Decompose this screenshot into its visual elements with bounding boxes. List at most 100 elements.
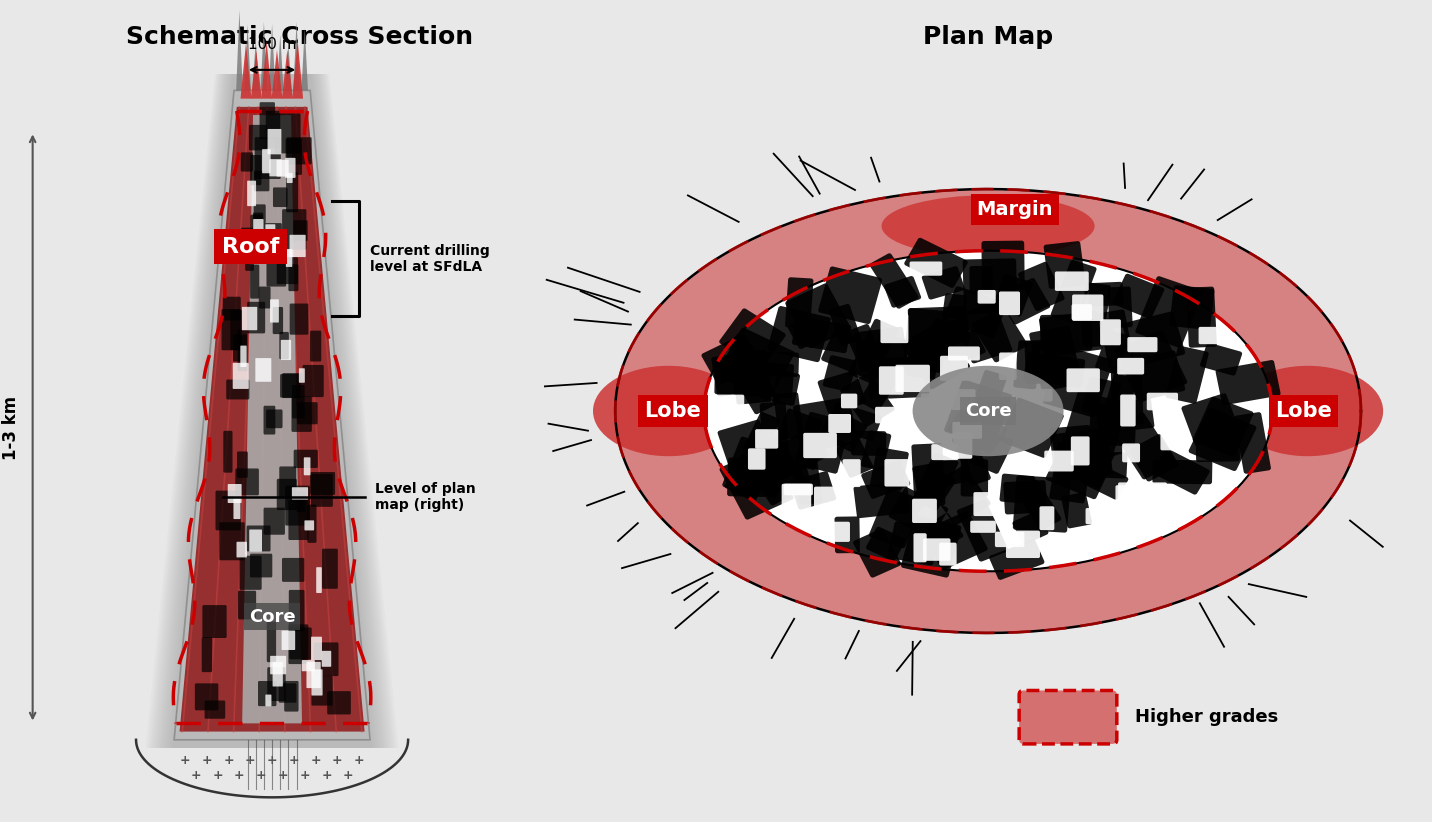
Text: Plan Map: Plan Map	[924, 25, 1053, 48]
FancyBboxPatch shape	[901, 515, 961, 578]
Text: +: +	[179, 754, 190, 767]
FancyBboxPatch shape	[788, 316, 822, 349]
FancyBboxPatch shape	[269, 159, 282, 177]
FancyBboxPatch shape	[266, 111, 281, 149]
Text: 100 m: 100 m	[248, 37, 296, 52]
FancyBboxPatch shape	[276, 257, 298, 284]
Polygon shape	[146, 74, 398, 748]
FancyBboxPatch shape	[314, 643, 338, 677]
FancyBboxPatch shape	[1067, 368, 1100, 392]
Polygon shape	[179, 107, 365, 732]
FancyBboxPatch shape	[969, 266, 992, 294]
Text: +: +	[288, 754, 299, 767]
Text: +: +	[354, 754, 365, 767]
FancyBboxPatch shape	[231, 310, 242, 350]
FancyBboxPatch shape	[238, 330, 248, 372]
FancyBboxPatch shape	[859, 372, 896, 411]
FancyBboxPatch shape	[912, 457, 972, 491]
FancyBboxPatch shape	[947, 404, 1008, 455]
FancyBboxPatch shape	[265, 695, 272, 706]
Text: Higher grades: Higher grades	[1134, 708, 1277, 726]
FancyBboxPatch shape	[1085, 508, 1098, 524]
FancyBboxPatch shape	[911, 443, 945, 506]
FancyBboxPatch shape	[908, 306, 969, 361]
Polygon shape	[276, 35, 284, 90]
FancyBboxPatch shape	[202, 605, 226, 638]
FancyBboxPatch shape	[715, 363, 766, 395]
FancyBboxPatch shape	[1063, 391, 1128, 457]
FancyBboxPatch shape	[845, 324, 881, 363]
FancyBboxPatch shape	[793, 397, 858, 452]
FancyBboxPatch shape	[1073, 294, 1104, 321]
FancyBboxPatch shape	[768, 306, 831, 363]
FancyBboxPatch shape	[236, 451, 248, 478]
FancyBboxPatch shape	[971, 520, 995, 533]
FancyBboxPatch shape	[826, 522, 851, 542]
Text: +: +	[233, 769, 245, 782]
FancyBboxPatch shape	[717, 419, 779, 490]
FancyBboxPatch shape	[1193, 397, 1253, 456]
FancyBboxPatch shape	[1044, 241, 1085, 289]
FancyBboxPatch shape	[763, 461, 811, 493]
FancyBboxPatch shape	[829, 304, 861, 345]
FancyBboxPatch shape	[928, 465, 991, 525]
FancyBboxPatch shape	[285, 138, 302, 175]
FancyBboxPatch shape	[885, 459, 909, 487]
Polygon shape	[168, 74, 377, 748]
FancyBboxPatch shape	[223, 431, 232, 473]
FancyBboxPatch shape	[266, 409, 282, 428]
Ellipse shape	[705, 251, 1272, 571]
FancyBboxPatch shape	[311, 330, 321, 362]
Polygon shape	[292, 40, 304, 99]
FancyBboxPatch shape	[1045, 444, 1111, 499]
FancyBboxPatch shape	[236, 542, 246, 557]
FancyBboxPatch shape	[939, 356, 968, 381]
FancyBboxPatch shape	[869, 334, 909, 381]
FancyBboxPatch shape	[1128, 434, 1179, 482]
FancyBboxPatch shape	[755, 429, 778, 449]
Polygon shape	[153, 74, 391, 748]
FancyBboxPatch shape	[1117, 358, 1144, 375]
FancyBboxPatch shape	[276, 478, 296, 510]
FancyBboxPatch shape	[1012, 475, 1071, 533]
FancyBboxPatch shape	[251, 215, 262, 252]
FancyBboxPatch shape	[286, 137, 312, 164]
FancyBboxPatch shape	[765, 352, 799, 377]
Polygon shape	[158, 74, 387, 748]
FancyBboxPatch shape	[748, 448, 766, 469]
FancyBboxPatch shape	[1186, 287, 1217, 348]
FancyBboxPatch shape	[922, 317, 964, 357]
FancyBboxPatch shape	[241, 228, 259, 261]
FancyBboxPatch shape	[265, 224, 275, 238]
FancyBboxPatch shape	[246, 525, 271, 552]
FancyBboxPatch shape	[904, 308, 948, 373]
FancyBboxPatch shape	[719, 447, 793, 520]
FancyBboxPatch shape	[284, 681, 298, 712]
FancyBboxPatch shape	[249, 529, 262, 552]
FancyBboxPatch shape	[239, 556, 262, 590]
FancyBboxPatch shape	[311, 472, 335, 495]
FancyBboxPatch shape	[851, 431, 886, 456]
Text: +: +	[190, 769, 202, 782]
FancyBboxPatch shape	[866, 527, 905, 561]
Polygon shape	[245, 25, 251, 90]
FancyBboxPatch shape	[281, 374, 301, 398]
FancyBboxPatch shape	[282, 373, 302, 398]
FancyBboxPatch shape	[253, 219, 263, 231]
FancyBboxPatch shape	[1000, 353, 1017, 380]
FancyBboxPatch shape	[1000, 473, 1035, 504]
FancyBboxPatch shape	[302, 365, 324, 397]
FancyBboxPatch shape	[1147, 393, 1179, 410]
Polygon shape	[272, 50, 282, 99]
FancyBboxPatch shape	[855, 326, 908, 372]
FancyBboxPatch shape	[288, 264, 298, 291]
FancyBboxPatch shape	[1111, 367, 1143, 425]
FancyBboxPatch shape	[279, 683, 296, 703]
FancyBboxPatch shape	[1107, 287, 1133, 328]
Polygon shape	[169, 74, 375, 748]
FancyBboxPatch shape	[326, 691, 351, 714]
Text: 1-3 km: 1-3 km	[1, 395, 20, 459]
FancyBboxPatch shape	[948, 346, 979, 361]
FancyBboxPatch shape	[1032, 389, 1053, 402]
FancyBboxPatch shape	[274, 187, 288, 207]
